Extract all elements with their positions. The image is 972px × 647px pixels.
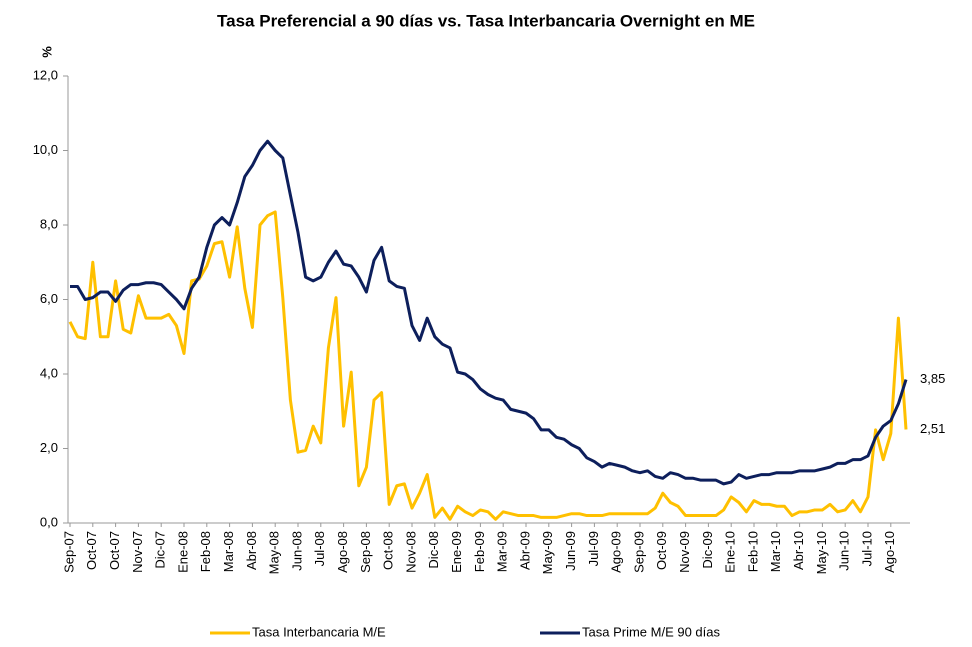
x-tick-label: Ago-10 — [882, 531, 897, 573]
x-tick-label: Feb-08 — [198, 531, 213, 572]
y-tick-label: 12,0 — [33, 67, 58, 82]
x-tick-label: Ene-09 — [449, 531, 464, 573]
series-line — [70, 139, 908, 486]
x-tick-label: Dic-09 — [700, 531, 715, 569]
y-tick-label: 4,0 — [40, 365, 58, 380]
y-tick-label: 2,0 — [40, 440, 58, 455]
x-tick-label: Ene-08 — [175, 531, 190, 573]
x-tick-label: Jun-10 — [837, 531, 852, 571]
x-tick-label: Nov-07 — [130, 531, 145, 573]
x-tick-label: Jul-08 — [312, 531, 327, 566]
x-tick-label: May-09 — [540, 531, 555, 574]
x-tick-label: Jun-08 — [289, 531, 304, 571]
x-tick-label: Oct-09 — [654, 531, 669, 570]
x-tick-label: Jul-10 — [859, 531, 874, 566]
data-label: 3,85 — [920, 371, 945, 386]
x-tick-label: Dic-07 — [153, 531, 168, 569]
x-tick-label: Abr-10 — [791, 531, 806, 570]
x-tick-label: Oct-07 — [107, 531, 122, 570]
y-tick-label: 8,0 — [40, 216, 58, 231]
x-tick-label: Dic-08 — [426, 531, 441, 569]
y-tick-label: 10,0 — [33, 142, 58, 157]
y-axis-label: % — [39, 46, 54, 58]
x-tick-label: Sep-09 — [631, 531, 646, 573]
x-tick-label: May-08 — [267, 531, 282, 574]
series-line — [68, 210, 908, 521]
x-tick-label: Ene-10 — [723, 531, 738, 573]
x-tick-label: Jul-09 — [586, 531, 601, 566]
x-tick-label: Sep-08 — [358, 531, 373, 573]
x-tick-label: Oct-07 — [84, 531, 99, 570]
x-tick-label: May-10 — [814, 531, 829, 574]
data-label: 2,51 — [920, 421, 945, 436]
x-tick-label: Ago-09 — [609, 531, 624, 573]
x-tick-label: Mar-08 — [221, 531, 236, 572]
x-tick-label: Nov-09 — [677, 531, 692, 573]
x-tick-label: Sep-07 — [61, 531, 76, 573]
y-tick-label: 6,0 — [40, 291, 58, 306]
x-tick-label: Abr-09 — [517, 531, 532, 570]
x-tick-label: Nov-08 — [403, 531, 418, 573]
x-tick-label: Feb-09 — [472, 531, 487, 572]
y-tick-label: 0,0 — [40, 514, 58, 529]
x-tick-label: Jun-09 — [563, 531, 578, 571]
chart-title: Tasa Preferencial a 90 días vs. Tasa Int… — [217, 11, 755, 30]
x-tick-label: Mar-09 — [495, 531, 510, 572]
legend-label: Tasa Prime M/E 90 días — [582, 624, 720, 639]
x-tick-label: Ago-08 — [335, 531, 350, 573]
x-tick-label: Mar-10 — [768, 531, 783, 572]
x-tick-label: Feb-10 — [745, 531, 760, 572]
x-tick-label: Abr-08 — [244, 531, 259, 570]
x-tick-label: Oct-08 — [381, 531, 396, 570]
legend-label: Tasa Interbancaria M/E — [252, 624, 386, 639]
